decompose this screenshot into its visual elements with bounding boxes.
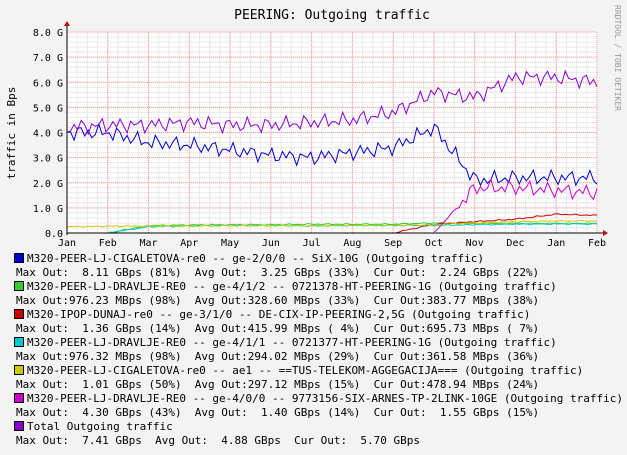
legend-series-stats: Max Out:976.23 MBps (98%) Avg Out:328.60… [16, 294, 540, 307]
legend-entry: M320-PEER-LJ-CIGALETOVA-re0 -- ge-2/0/0 … [14, 252, 626, 266]
y-tick-label: 1.0 G [33, 204, 63, 215]
x-tick-label: Oct [425, 238, 443, 249]
legend-series-name: M320-PEER-LJ-CIGALETOVA-re0 -- ge-2/0/0 … [27, 252, 484, 265]
x-tick-label: Sep [384, 238, 402, 249]
legend-series-stats: Max Out: 1.36 GBps (14%) Avg Out:415.99 … [16, 322, 540, 335]
legend-series-name: M320-PEER-LJ-CIGALETOVA-re0 -- ae1 -- ==… [27, 364, 584, 377]
legend-series-name: M320-IPOP-DUNAJ-re0 -- ge-3/1/0 -- DE-CI… [27, 308, 531, 321]
y-tick-label: 6.0 G [33, 78, 63, 89]
x-tick-label: Aug [343, 238, 361, 249]
legend-series-name: Total Outgoing traffic [27, 420, 173, 433]
x-tick-label: Jan [58, 238, 76, 249]
legend-series-name: M320-PEER-LJ-DRAVLJE-RE0 -- ge-4/0/0 -- … [27, 392, 624, 405]
x-axis-arrow [603, 230, 608, 236]
y-axis-arrow [64, 21, 70, 26]
x-tick-label: Jun [262, 238, 280, 249]
legend-entry: Total Outgoing traffic [14, 420, 626, 434]
legend-entry: M320-PEER-LJ-DRAVLJE-RE0 -- ge-4/1/1 -- … [14, 336, 626, 350]
x-tick-label: May [221, 238, 239, 249]
legend-swatch [14, 337, 24, 347]
watermark: RRDTOOL / TOBI OETIKER [613, 5, 622, 111]
x-tick-label: Feb [99, 238, 117, 249]
x-tick-label: Feb [588, 238, 606, 249]
x-tick-label: Mar [140, 238, 158, 249]
legend-series-stats: Max Out: 1.01 GBps (50%) Avg Out:297.12 … [16, 378, 540, 391]
legend-swatch [14, 281, 24, 291]
y-tick-label: 7.0 G [33, 53, 63, 64]
x-tick-label: Jul [303, 238, 321, 249]
legend: M320-PEER-LJ-CIGALETOVA-re0 -- ge-2/0/0 … [14, 252, 626, 448]
legend-entry: M320-IPOP-DUNAJ-re0 -- ge-3/1/0 -- DE-CI… [14, 308, 626, 322]
chart-title: PEERING: Outgoing traffic [234, 8, 430, 23]
y-tick-label: 8.0 G [33, 28, 63, 39]
legend-swatch [14, 393, 24, 403]
legend-entry: M320-PEER-LJ-CIGALETOVA-re0 -- ae1 -- ==… [14, 364, 626, 378]
legend-series-stats: Max Out: 4.30 GBps (43%) Avg Out: 1.40 G… [16, 406, 540, 419]
series-line [434, 177, 598, 233]
legend-entry: M320-PEER-LJ-DRAVLJE-RE0 -- ge-4/0/0 -- … [14, 392, 626, 406]
y-tick-label: 5.0 G [33, 103, 63, 114]
y-tick-label: 4.0 G [33, 129, 63, 140]
legend-series-stats: Max Out: 7.41 GBps Avg Out: 4.88 GBps Cu… [16, 434, 420, 447]
legend-series-stats: Max Out:976.32 MBps (98%) Avg Out:294.02… [16, 350, 540, 363]
legend-swatch [14, 309, 24, 319]
legend-entry: M320-PEER-LJ-DRAVLJE-RE0 -- ge-4/1/2 -- … [14, 280, 626, 294]
legend-swatch [14, 253, 24, 263]
legend-series-name: M320-PEER-LJ-DRAVLJE-RE0 -- ge-4/1/1 -- … [27, 336, 557, 349]
series-line [66, 122, 598, 187]
legend-swatch [14, 421, 24, 431]
legend-swatch [14, 365, 24, 375]
series-line [66, 69, 598, 136]
x-tick-label: Nov [466, 238, 484, 249]
y-tick-label: 3.0 G [33, 154, 63, 165]
x-tick-label: Dec [506, 238, 524, 249]
legend-series-name: M320-PEER-LJ-DRAVLJE-RE0 -- ge-4/1/2 -- … [27, 280, 557, 293]
series-line [66, 219, 598, 228]
y-axis-label: traffic in Bps [5, 87, 18, 180]
x-tick-label: Jan [547, 238, 565, 249]
plot-area: 0.0 1.0 G 2.0 G 3.0 G 4.0 G 5.0 G 6.0 G 7.0 G 8.… [33, 21, 608, 249]
y-tick-label: 0.0 [45, 229, 63, 240]
x-tick-label: Apr [180, 238, 198, 249]
legend-series-stats: Max Out: 8.11 GBps (81%) Avg Out: 3.25 G… [16, 266, 540, 279]
y-tick-label: 2.0 G [33, 179, 63, 190]
